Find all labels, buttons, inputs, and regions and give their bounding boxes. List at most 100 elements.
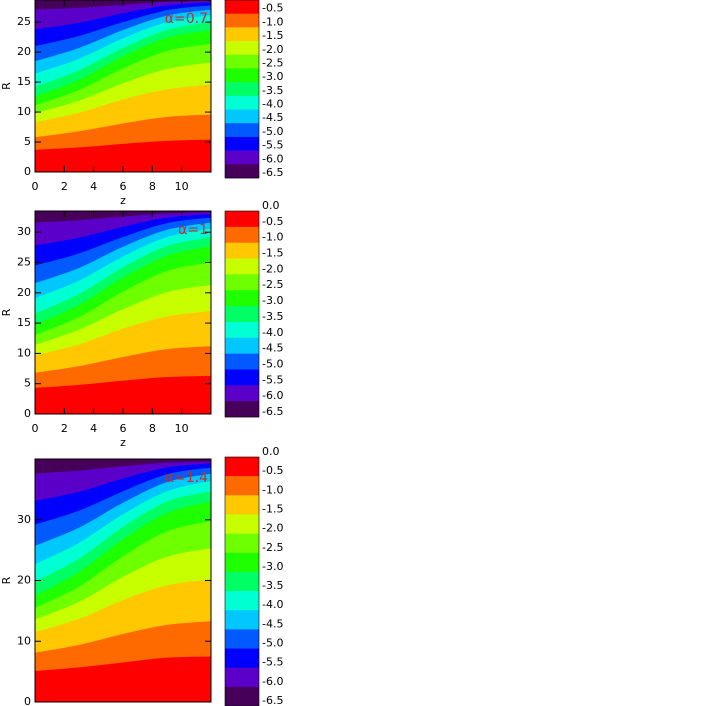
y-tick-label: 5	[24, 135, 31, 148]
colorbar-box	[225, 552, 259, 573]
colorbar-box	[225, 495, 259, 515]
annotation: α=1	[178, 222, 208, 238]
annotation: α=1.4	[165, 470, 208, 486]
x-tick-label: 2	[61, 422, 68, 435]
colorbar-frame	[224, 210, 260, 418]
x-tick-label: 0	[32, 422, 39, 435]
colorbar-label: -0.5	[262, 215, 283, 228]
colorbar-label: -0.5	[262, 464, 283, 477]
x-tick-label: 10	[175, 422, 189, 435]
colorbar-box	[225, 321, 259, 339]
colorbar-box	[225, 41, 259, 56]
annotation: α=0.7	[165, 11, 208, 27]
y-tick-label: 20	[17, 286, 31, 299]
colorbar-box	[225, 54, 259, 69]
band	[35, 211, 211, 223]
colorbar-label: 0.0	[262, 445, 280, 458]
x-axis-label: z	[120, 436, 126, 449]
colorbar-label: -3.5	[262, 84, 283, 97]
contour-plot	[35, 211, 211, 414]
colorbar-box	[225, 591, 259, 611]
colorbar-label: -5.5	[262, 656, 283, 669]
colorbar-label: -6.0	[262, 152, 283, 165]
colorbar-label: -2.5	[262, 541, 283, 554]
y-tick-label: 30	[17, 225, 31, 238]
colorbar-label: -2.5	[262, 56, 283, 69]
colorbar-box	[225, 686, 259, 706]
colorbar-box	[225, 82, 259, 97]
colorbar-label: -5.5	[262, 139, 283, 152]
colorbar-box	[225, 401, 259, 418]
x-axis-label: z	[120, 194, 126, 207]
colorbar-box	[225, 533, 259, 554]
colorbar-label: -4.0	[262, 326, 283, 339]
colorbar-label: -4.5	[262, 111, 283, 124]
colorbar-box	[225, 211, 259, 228]
colorbar-label: -6.0	[262, 675, 283, 688]
x-tick-label: 4	[90, 422, 97, 435]
colorbar-box	[225, 610, 259, 630]
colorbar-box	[225, 369, 259, 386]
y-tick-label: 0	[24, 695, 31, 706]
colorbar-box	[225, 13, 259, 28]
colorbar-label: -2.0	[262, 522, 283, 535]
colorbar-label: -1.5	[262, 502, 283, 515]
y-tick-label: 0	[24, 407, 31, 420]
y-tick-label: 15	[17, 316, 31, 329]
x-tick-label: 6	[120, 422, 127, 435]
colorbar-box	[225, 514, 259, 534]
colorbar-label: -1.0	[262, 483, 283, 496]
colorbar-label: -6.5	[262, 405, 283, 418]
colorbar-box	[225, 95, 259, 110]
colorbar-box	[225, 648, 259, 668]
y-axis-label: R	[0, 308, 13, 316]
colorbar-box	[225, 385, 259, 402]
colorbar-box	[225, 164, 259, 179]
colorbar-label: -3.5	[262, 579, 283, 592]
colorbar-box	[225, 109, 259, 124]
contour-plot	[35, 459, 211, 702]
colorbar-label: -6.0	[262, 389, 283, 402]
colorbar-box	[225, 457, 259, 477]
colorbar-label: 0.0	[262, 199, 280, 212]
colorbar-label: -1.0	[262, 231, 283, 244]
colorbar-label: -5.5	[262, 373, 283, 386]
colorbar-label: -3.0	[262, 560, 283, 573]
colorbar-label: -3.0	[262, 294, 283, 307]
y-tick-label: 30	[17, 513, 31, 526]
x-tick-label: 0	[32, 180, 39, 193]
x-tick-label: 10	[175, 180, 189, 193]
y-tick-label: 20	[17, 45, 31, 58]
colorbar-frame	[224, 0, 260, 179]
colorbar-label: -2.5	[262, 278, 283, 291]
colorbar-box	[225, 68, 259, 83]
colorbar-box	[225, 337, 259, 354]
colorbar-box	[225, 667, 259, 688]
contour-plot	[35, 0, 211, 172]
colorbar-box	[225, 476, 259, 496]
x-tick-label: 8	[149, 422, 156, 435]
band	[35, 459, 211, 474]
colorbar-box	[225, 571, 259, 592]
y-tick-label: 10	[17, 634, 31, 647]
x-tick-label: 8	[149, 180, 156, 193]
colorbar-label: -3.5	[262, 310, 283, 323]
colorbar-label: -1.5	[262, 247, 283, 260]
y-axis-label: R	[0, 576, 13, 584]
colorbar-box	[225, 226, 259, 243]
colorbar-box	[225, 242, 259, 259]
y-tick-label: 5	[24, 377, 31, 390]
colorbar-box	[225, 27, 259, 42]
y-tick-label: 0	[24, 165, 31, 178]
colorbar-box	[225, 353, 259, 370]
colorbar-label: -4.5	[262, 617, 283, 630]
y-tick-label: 10	[17, 105, 31, 118]
colorbar-label: -4.5	[262, 342, 283, 355]
colorbar-frame	[224, 456, 260, 706]
colorbar-label: -0.5	[262, 2, 283, 15]
colorbar-label: -5.0	[262, 357, 283, 370]
colorbar-label: -5.0	[262, 637, 283, 650]
y-tick-label: 25	[17, 256, 31, 269]
